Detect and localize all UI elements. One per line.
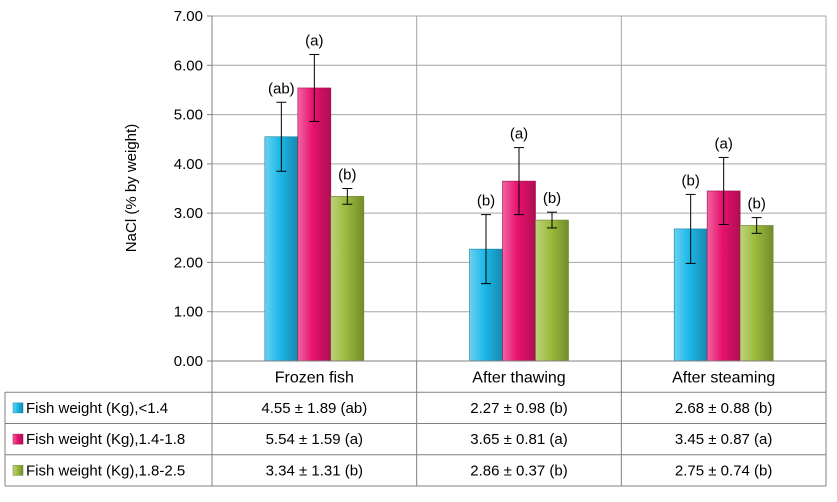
bar: [297, 87, 332, 362]
significance-label: (b): [681, 172, 699, 189]
bar: [739, 225, 774, 362]
y-tick-label: 1.00: [174, 304, 203, 321]
significance-label: (b): [747, 196, 765, 213]
significance-label: (ab): [268, 80, 295, 97]
legend-swatch: [12, 433, 24, 445]
category-label: After thawing: [472, 370, 565, 387]
legend-entry: Fish weight (Kg),1.8-2.5: [26, 462, 185, 479]
significance-label: (b): [338, 167, 356, 184]
significance-label: (b): [477, 193, 495, 210]
y-tick-label: 7.00: [174, 8, 203, 25]
legend-swatch: [12, 402, 24, 414]
significance-label: (b): [543, 190, 561, 207]
significance-label: (a): [305, 32, 323, 49]
table-cell: 2.75 ± 0.74 (b): [675, 462, 772, 479]
bar: [330, 196, 365, 362]
legend-entry: Fish weight (Kg),1.4-1.8: [26, 431, 185, 448]
y-tick-label: 6.00: [174, 57, 203, 74]
category-label: Frozen fish: [275, 370, 354, 387]
legend-swatch: [12, 465, 24, 476]
table-cell: 3.45 ± 0.87 (a): [675, 431, 772, 448]
category-label: After steaming: [672, 370, 775, 387]
y-tick-label: 4.00: [174, 156, 203, 173]
table-cell: 4.55 ± 1.89 (ab): [261, 400, 367, 417]
table-cell: 3.65 ± 0.81 (a): [470, 431, 567, 448]
y-tick-label: 2.00: [174, 254, 203, 271]
table-cell: 5.54 ± 1.59 (a): [266, 431, 363, 448]
table-cell: 2.27 ± 0.98 (b): [470, 400, 567, 417]
significance-label: (a): [714, 135, 732, 152]
significance-label: (a): [510, 126, 528, 143]
table-cell: 3.34 ± 1.31 (b): [266, 462, 363, 479]
table-cell: 2.86 ± 0.37 (b): [470, 462, 567, 479]
table-cell: 2.68 ± 0.88 (b): [675, 400, 772, 417]
legend-entry: Fish weight (Kg),<1.4: [26, 400, 168, 417]
y-tick-label: 0.00: [174, 353, 203, 370]
y-axis-title: NaCl (% by weight): [123, 124, 140, 252]
bar: [535, 219, 569, 362]
y-tick-label: 5.00: [174, 107, 203, 124]
y-tick-label: 3.00: [174, 205, 203, 222]
